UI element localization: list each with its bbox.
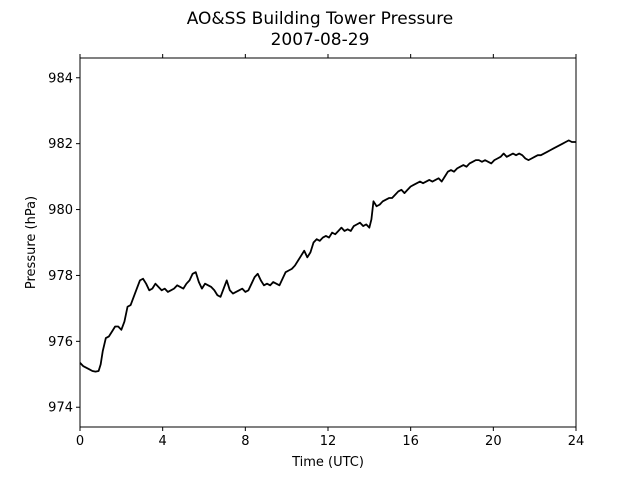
y-tick-label: 984 — [48, 71, 73, 86]
chart-title: AO&SS Building Tower Pressure — [187, 9, 454, 29]
x-axis-label: Time (UTC) — [291, 455, 364, 470]
plot-frame — [79, 57, 577, 428]
y-tick-label: 978 — [48, 269, 73, 284]
y-axis: 974 976 978 980 982 984 — [48, 71, 80, 416]
x-tick-label: 24 — [568, 434, 585, 449]
y-tick-label: 982 — [48, 137, 73, 152]
x-axis: 0 4 8 12 16 20 24 — [76, 54, 584, 449]
chart-subtitle: 2007-08-29 — [271, 30, 370, 50]
plot-area — [79, 57, 577, 428]
x-tick-label: 12 — [320, 434, 337, 449]
x-tick-label: 0 — [76, 434, 84, 449]
y-tick-label: 980 — [48, 203, 73, 218]
x-tick-label: 8 — [241, 434, 249, 449]
x-tick-label: 20 — [485, 434, 502, 449]
y-tick-label: 974 — [48, 401, 73, 416]
y-tick-label: 976 — [48, 335, 73, 350]
pressure-series-line — [79, 139, 576, 373]
x-tick-label: 16 — [402, 434, 419, 449]
y-axis-label: Pressure (hPa) — [24, 196, 39, 289]
x-tick-label: 4 — [159, 434, 167, 449]
series-layer — [79, 139, 576, 373]
